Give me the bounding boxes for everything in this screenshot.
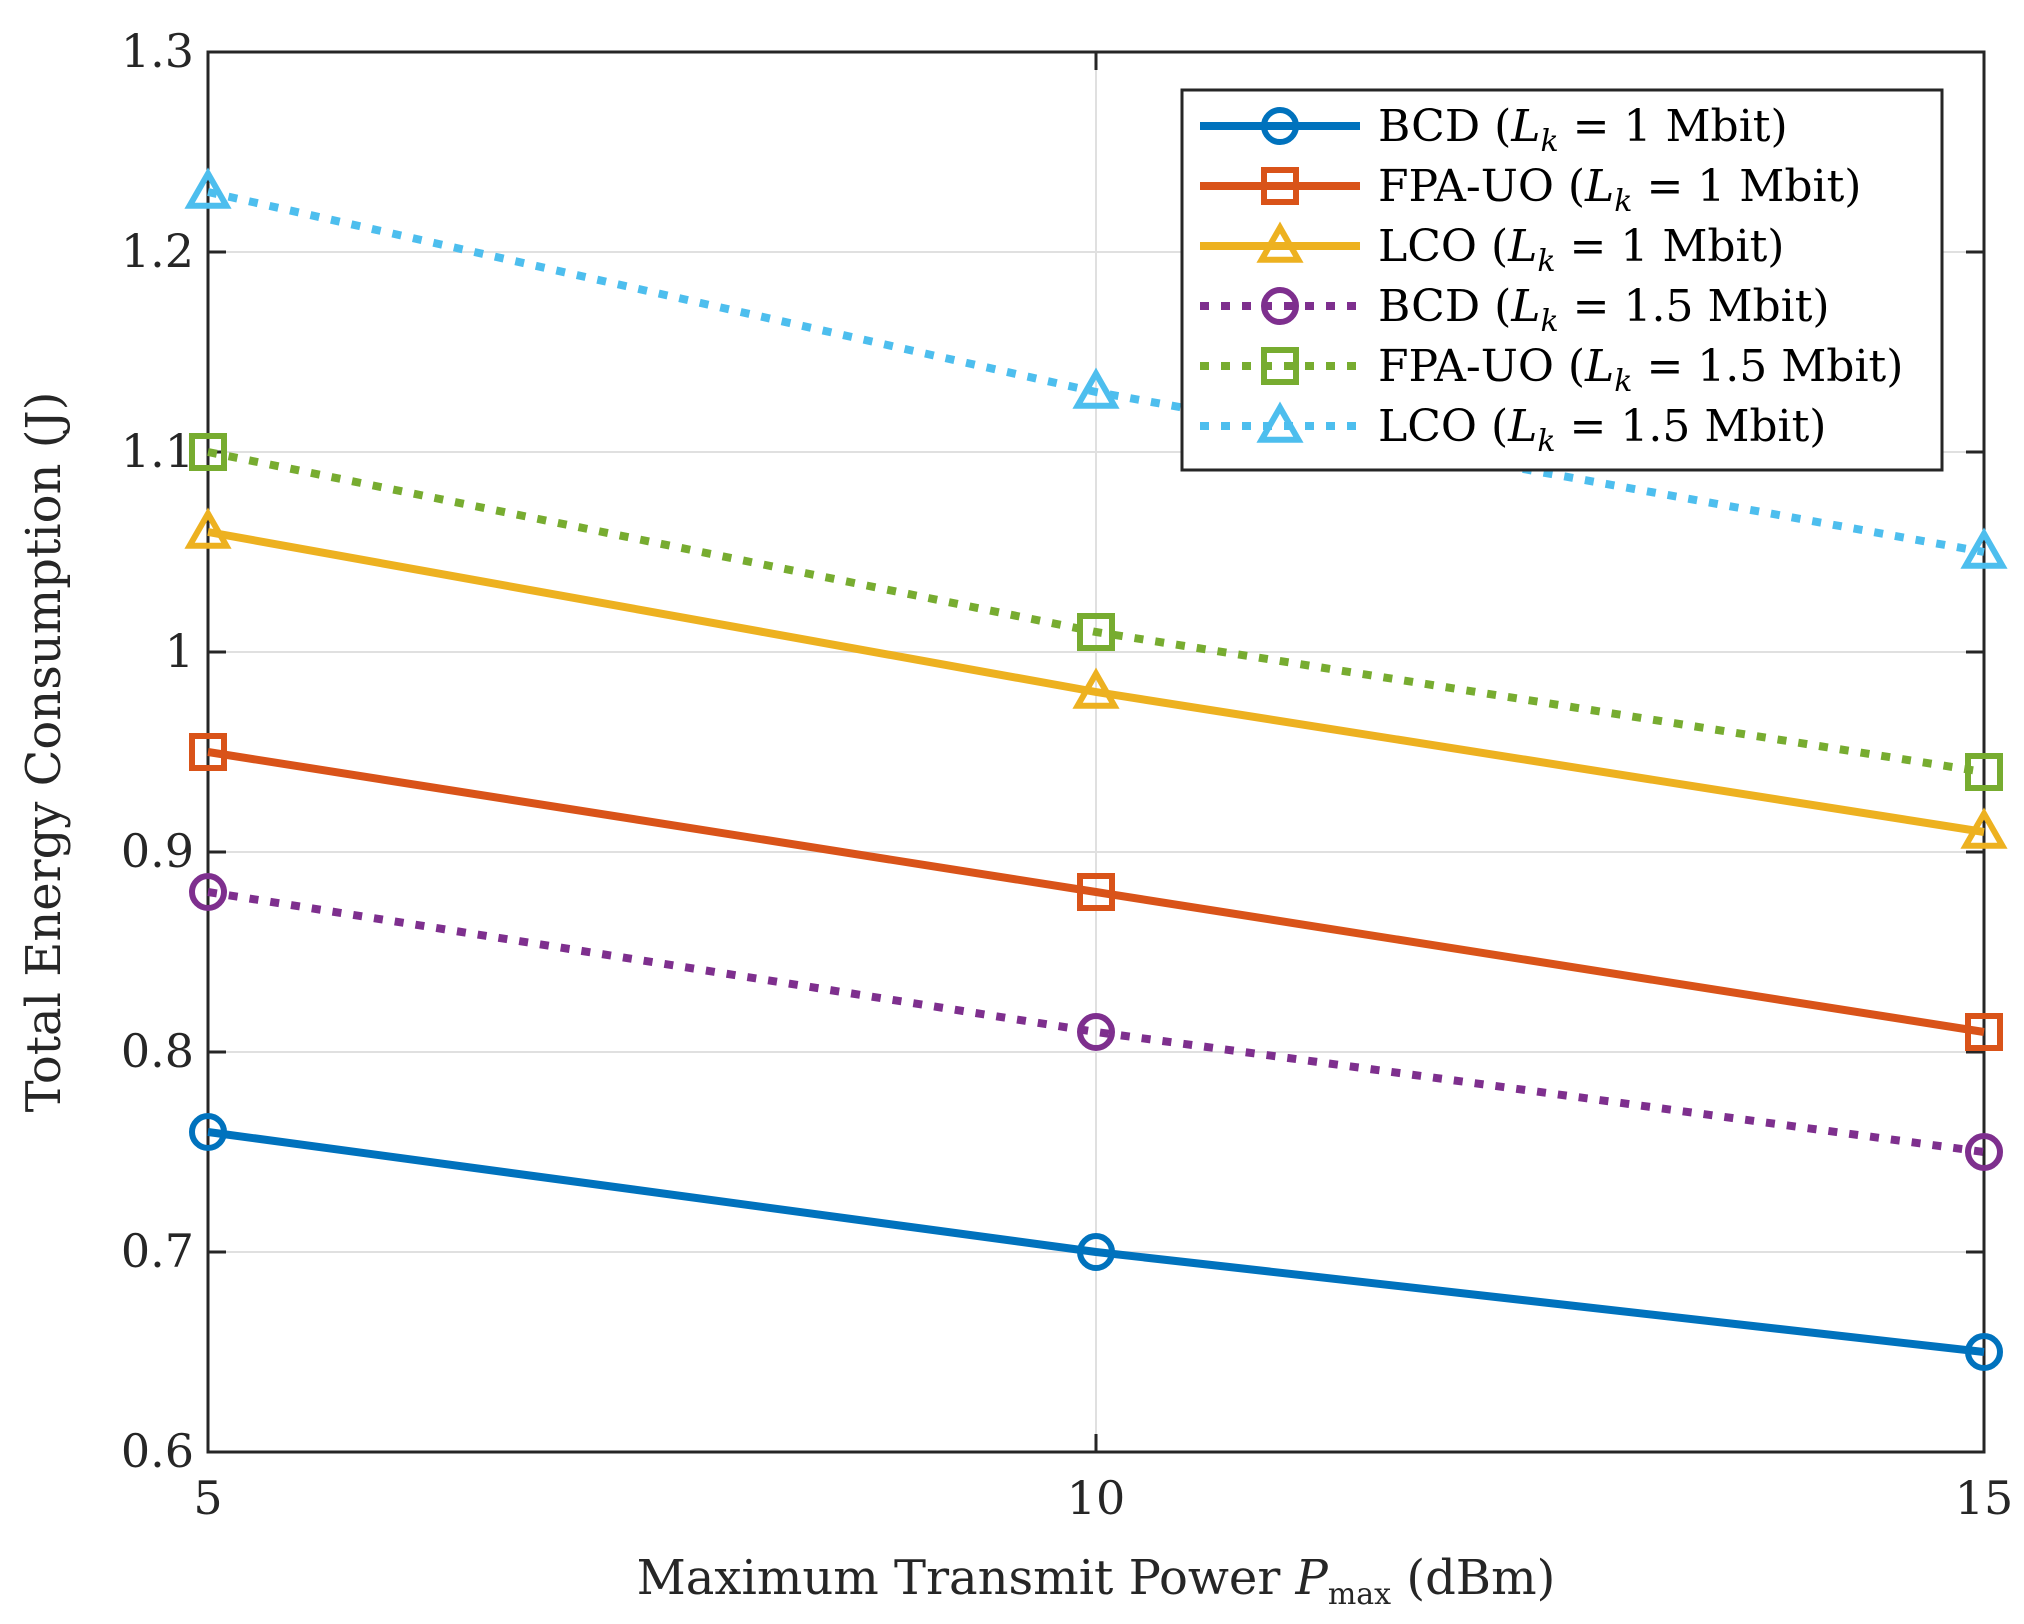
x-axis-title-suffix: (dBm) xyxy=(1391,1550,1555,1606)
legend-label-sub: k xyxy=(1614,184,1632,219)
legend-label-1: FPA-UO (Lk = 1 Mbit) xyxy=(1378,161,1861,219)
legend-label-sub: k xyxy=(1614,364,1632,399)
legend-label-post: = 1 Mbit) xyxy=(1559,101,1788,152)
legend-label-var: L xyxy=(1584,341,1614,392)
legend-label-pre: BCD ( xyxy=(1378,281,1511,332)
series-line-5 xyxy=(207,188,1985,556)
axis-ticks: 0.6 0.7 0.8 0.9 1 1.1 1.2 1.3 5 10 15 xyxy=(121,24,2013,1525)
data-point-1-0 xyxy=(189,733,227,771)
data-point-3-2 xyxy=(1965,1133,2003,1171)
data-point-4-2 xyxy=(1965,753,2003,791)
legend-label-post: = 1.5 Mbit) xyxy=(1559,281,1830,332)
data-point-5-0 xyxy=(184,167,232,209)
legend-swatch-marker-1 xyxy=(1261,167,1299,205)
y-tick-label: 0.6 xyxy=(121,1424,194,1478)
x-axis-title-symbol: P xyxy=(1295,1550,1329,1606)
y-tick-label: 1.3 xyxy=(121,24,194,78)
legend-label-pre: BCD ( xyxy=(1378,101,1511,152)
legend-label-post: = 1 Mbit) xyxy=(1632,161,1861,212)
legend-swatch-marker-3 xyxy=(1261,287,1299,325)
legend-label-var: L xyxy=(1507,221,1537,272)
legend-label-5: LCO (Lk = 1.5 Mbit) xyxy=(1378,401,1826,459)
series-line-3 xyxy=(207,888,1985,1156)
legend-label-var: L xyxy=(1507,401,1537,452)
legend-label-2: LCO (Lk = 1 Mbit) xyxy=(1378,221,1784,279)
legend-box xyxy=(1180,88,1944,472)
x-tick-label: 5 xyxy=(193,1471,222,1525)
data-point-2-0 xyxy=(184,507,232,549)
legend-label-sub: k xyxy=(1540,304,1558,339)
x-axis-title: Maximum Transmit Power Pmax (dBm) xyxy=(637,1550,1556,1612)
legend-label-pre: LCO ( xyxy=(1378,221,1508,272)
legend-label-var: L xyxy=(1510,281,1540,332)
y-axis-title: Total Energy Consumption (J) xyxy=(16,392,72,1113)
legend-label-var: L xyxy=(1584,161,1614,212)
legend-label-0: BCD (Lk = 1 Mbit) xyxy=(1378,101,1788,159)
y-tick-label: 1 xyxy=(165,624,194,678)
series-group xyxy=(207,188,1985,1356)
data-point-4-0 xyxy=(189,433,227,471)
data-point-0-1 xyxy=(1077,1233,1115,1271)
markers-group xyxy=(184,167,2008,1371)
series-line-0 xyxy=(207,1128,1985,1356)
legend-label-post: = 1 Mbit) xyxy=(1556,221,1785,272)
x-axis-title-subscript: max xyxy=(1328,1577,1391,1612)
y-tick-label: 0.8 xyxy=(121,1024,194,1078)
legend: BCD (Lk = 1 Mbit)FPA-UO (Lk = 1 Mbit)LCO… xyxy=(1180,88,1944,472)
x-tick-label: 10 xyxy=(1067,1471,1126,1525)
legend-label-sub: k xyxy=(1537,244,1555,279)
legend-label-sub: k xyxy=(1540,124,1558,159)
legend-label-post: = 1.5 Mbit) xyxy=(1632,341,1903,392)
data-point-5-1 xyxy=(1072,367,1120,409)
series-line-1 xyxy=(207,748,1985,1036)
y-tick-label: 1.2 xyxy=(121,224,194,278)
data-point-2-2 xyxy=(1960,807,2008,849)
data-point-4-1 xyxy=(1077,613,1115,651)
legend-label-pre: FPA-UO ( xyxy=(1378,161,1585,212)
data-point-0-2 xyxy=(1965,1333,2003,1371)
legend-label-post: = 1.5 Mbit) xyxy=(1556,401,1827,452)
legend-swatch-marker-2 xyxy=(1256,221,1304,263)
data-point-3-1 xyxy=(1077,1013,1115,1051)
y-tick-label: 0.9 xyxy=(121,824,194,878)
series-line-2 xyxy=(207,528,1985,836)
legend-label-pre: LCO ( xyxy=(1378,401,1508,452)
series-line-4 xyxy=(207,448,1985,776)
x-axis-title-prefix: Maximum Transmit Power xyxy=(637,1550,1296,1606)
data-point-2-1 xyxy=(1072,667,1120,709)
data-point-1-2 xyxy=(1965,1013,2003,1051)
legend-label-pre: FPA-UO ( xyxy=(1378,341,1585,392)
data-point-5-2 xyxy=(1960,527,2008,569)
legend-label-3: BCD (Lk = 1.5 Mbit) xyxy=(1378,281,1830,339)
y-tick-label: 0.7 xyxy=(121,1224,194,1278)
x-tick-label: 15 xyxy=(1955,1471,2014,1525)
data-point-1-1 xyxy=(1077,873,1115,911)
legend-label-4: FPA-UO (Lk = 1.5 Mbit) xyxy=(1378,341,1903,399)
data-point-0-0 xyxy=(189,1113,227,1151)
legend-swatch-marker-5 xyxy=(1256,401,1304,443)
data-point-3-0 xyxy=(189,873,227,911)
legend-swatch-marker-0 xyxy=(1261,107,1299,145)
y-tick-label: 1.1 xyxy=(121,424,194,478)
legend-label-var: L xyxy=(1510,101,1540,152)
legend-label-sub: k xyxy=(1537,424,1555,459)
legend-swatch-marker-4 xyxy=(1261,347,1299,385)
